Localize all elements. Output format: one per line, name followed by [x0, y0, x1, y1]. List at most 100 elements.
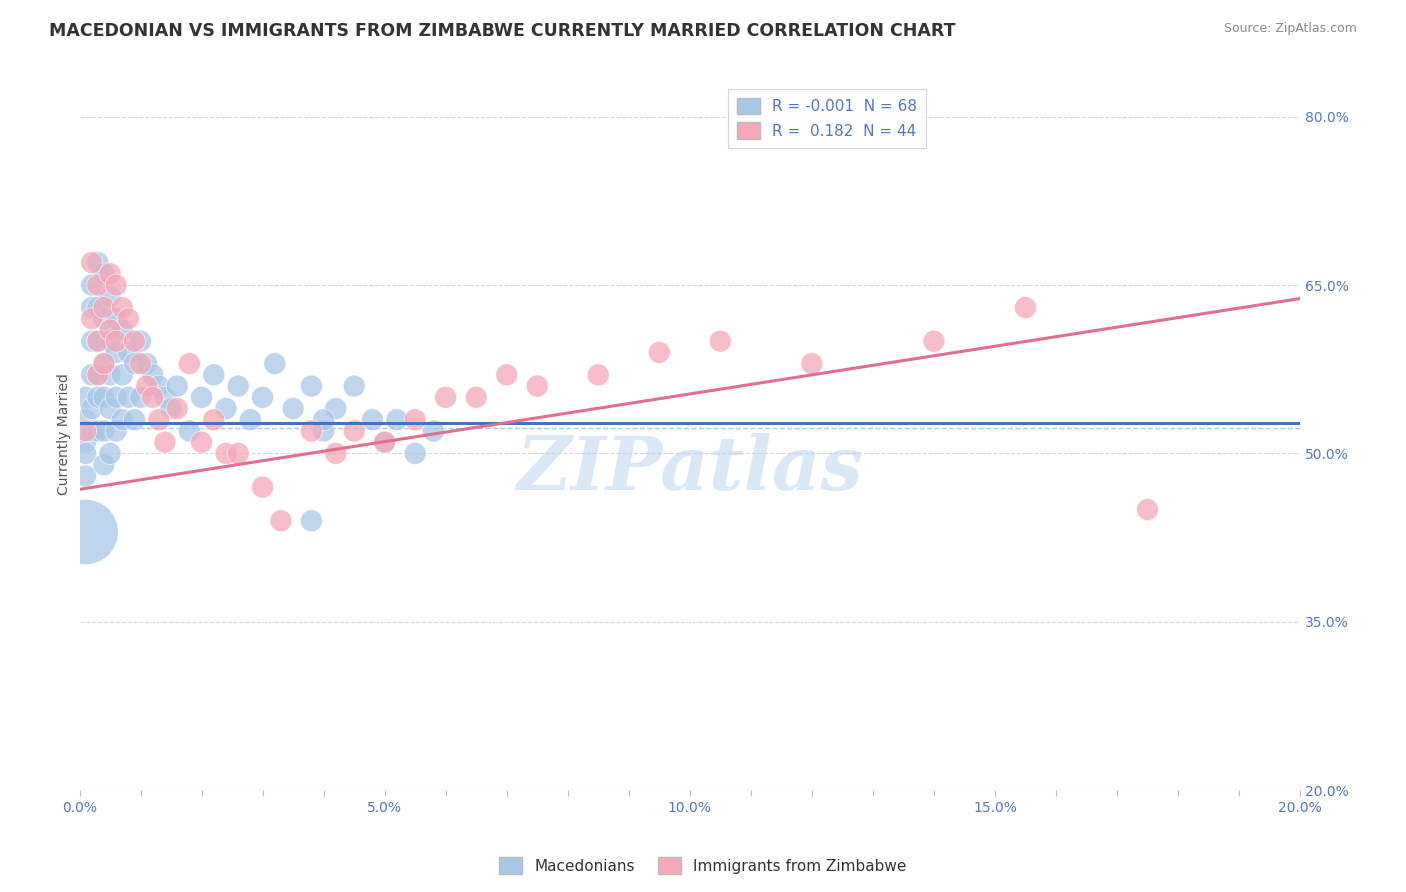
- Point: [124, 334, 146, 349]
- Point: [434, 390, 457, 404]
- Text: MACEDONIAN VS IMMIGRANTS FROM ZIMBABWE CURRENTLY MARRIED CORRELATION CHART: MACEDONIAN VS IMMIGRANTS FROM ZIMBABWE C…: [49, 22, 956, 40]
- Point: [142, 390, 165, 404]
- Point: [105, 278, 128, 293]
- Point: [465, 390, 488, 404]
- Point: [80, 334, 103, 349]
- Point: [80, 368, 103, 382]
- Text: ZIPatlas: ZIPatlas: [516, 434, 863, 506]
- Point: [87, 301, 110, 315]
- Point: [160, 401, 183, 416]
- Point: [75, 424, 97, 438]
- Legend: R = -0.001  N = 68, R =  0.182  N = 44: R = -0.001 N = 68, R = 0.182 N = 44: [728, 88, 927, 148]
- Point: [148, 379, 170, 393]
- Point: [93, 357, 115, 371]
- Point: [87, 424, 110, 438]
- Point: [93, 390, 115, 404]
- Point: [142, 368, 165, 382]
- Point: [80, 255, 103, 269]
- Point: [75, 524, 97, 539]
- Point: [148, 413, 170, 427]
- Point: [299, 379, 322, 393]
- Point: [124, 413, 146, 427]
- Point: [299, 424, 322, 438]
- Point: [80, 401, 103, 416]
- Point: [75, 446, 97, 460]
- Point: [98, 289, 121, 303]
- Point: [202, 413, 225, 427]
- Point: [179, 357, 201, 371]
- Point: [129, 357, 152, 371]
- Point: [105, 334, 128, 349]
- Point: [135, 357, 157, 371]
- Point: [80, 424, 103, 438]
- Point: [374, 435, 396, 450]
- Point: [312, 424, 335, 438]
- Text: Source: ZipAtlas.com: Source: ZipAtlas.com: [1223, 22, 1357, 36]
- Point: [526, 379, 548, 393]
- Point: [87, 334, 110, 349]
- Point: [422, 424, 444, 438]
- Point: [98, 446, 121, 460]
- Point: [325, 446, 347, 460]
- Point: [252, 480, 274, 494]
- Point: [495, 368, 517, 382]
- Point: [1014, 301, 1036, 315]
- Point: [93, 357, 115, 371]
- Point: [190, 435, 212, 450]
- Point: [922, 334, 945, 349]
- Point: [87, 390, 110, 404]
- Point: [124, 357, 146, 371]
- Point: [179, 424, 201, 438]
- Point: [325, 401, 347, 416]
- Point: [98, 401, 121, 416]
- Point: [87, 368, 110, 382]
- Point: [80, 301, 103, 315]
- Point: [215, 401, 238, 416]
- Point: [153, 390, 176, 404]
- Point: [135, 379, 157, 393]
- Point: [1136, 502, 1159, 516]
- Point: [202, 368, 225, 382]
- Point: [281, 401, 304, 416]
- Point: [153, 435, 176, 450]
- Point: [87, 255, 110, 269]
- Point: [374, 435, 396, 450]
- Point: [252, 390, 274, 404]
- Point: [648, 345, 671, 359]
- Point: [239, 413, 262, 427]
- Point: [117, 390, 139, 404]
- Point: [226, 446, 249, 460]
- Point: [75, 413, 97, 427]
- Point: [87, 368, 110, 382]
- Point: [98, 334, 121, 349]
- Legend: Macedonians, Immigrants from Zimbabwe: Macedonians, Immigrants from Zimbabwe: [494, 851, 912, 880]
- Point: [166, 401, 188, 416]
- Point: [190, 390, 212, 404]
- Point: [299, 514, 322, 528]
- Point: [343, 379, 366, 393]
- Point: [111, 323, 134, 337]
- Point: [111, 413, 134, 427]
- Point: [117, 311, 139, 326]
- Point: [166, 379, 188, 393]
- Point: [129, 334, 152, 349]
- Point: [87, 278, 110, 293]
- Point: [98, 368, 121, 382]
- Point: [75, 390, 97, 404]
- Point: [93, 267, 115, 281]
- Point: [75, 468, 97, 483]
- Point: [87, 334, 110, 349]
- Point: [80, 278, 103, 293]
- Point: [98, 267, 121, 281]
- Point: [93, 311, 115, 326]
- Point: [263, 357, 285, 371]
- Point: [129, 390, 152, 404]
- Point: [800, 357, 823, 371]
- Y-axis label: Currently Married: Currently Married: [58, 373, 72, 495]
- Point: [105, 345, 128, 359]
- Point: [105, 424, 128, 438]
- Point: [80, 311, 103, 326]
- Point: [404, 446, 426, 460]
- Point: [385, 413, 408, 427]
- Point: [226, 379, 249, 393]
